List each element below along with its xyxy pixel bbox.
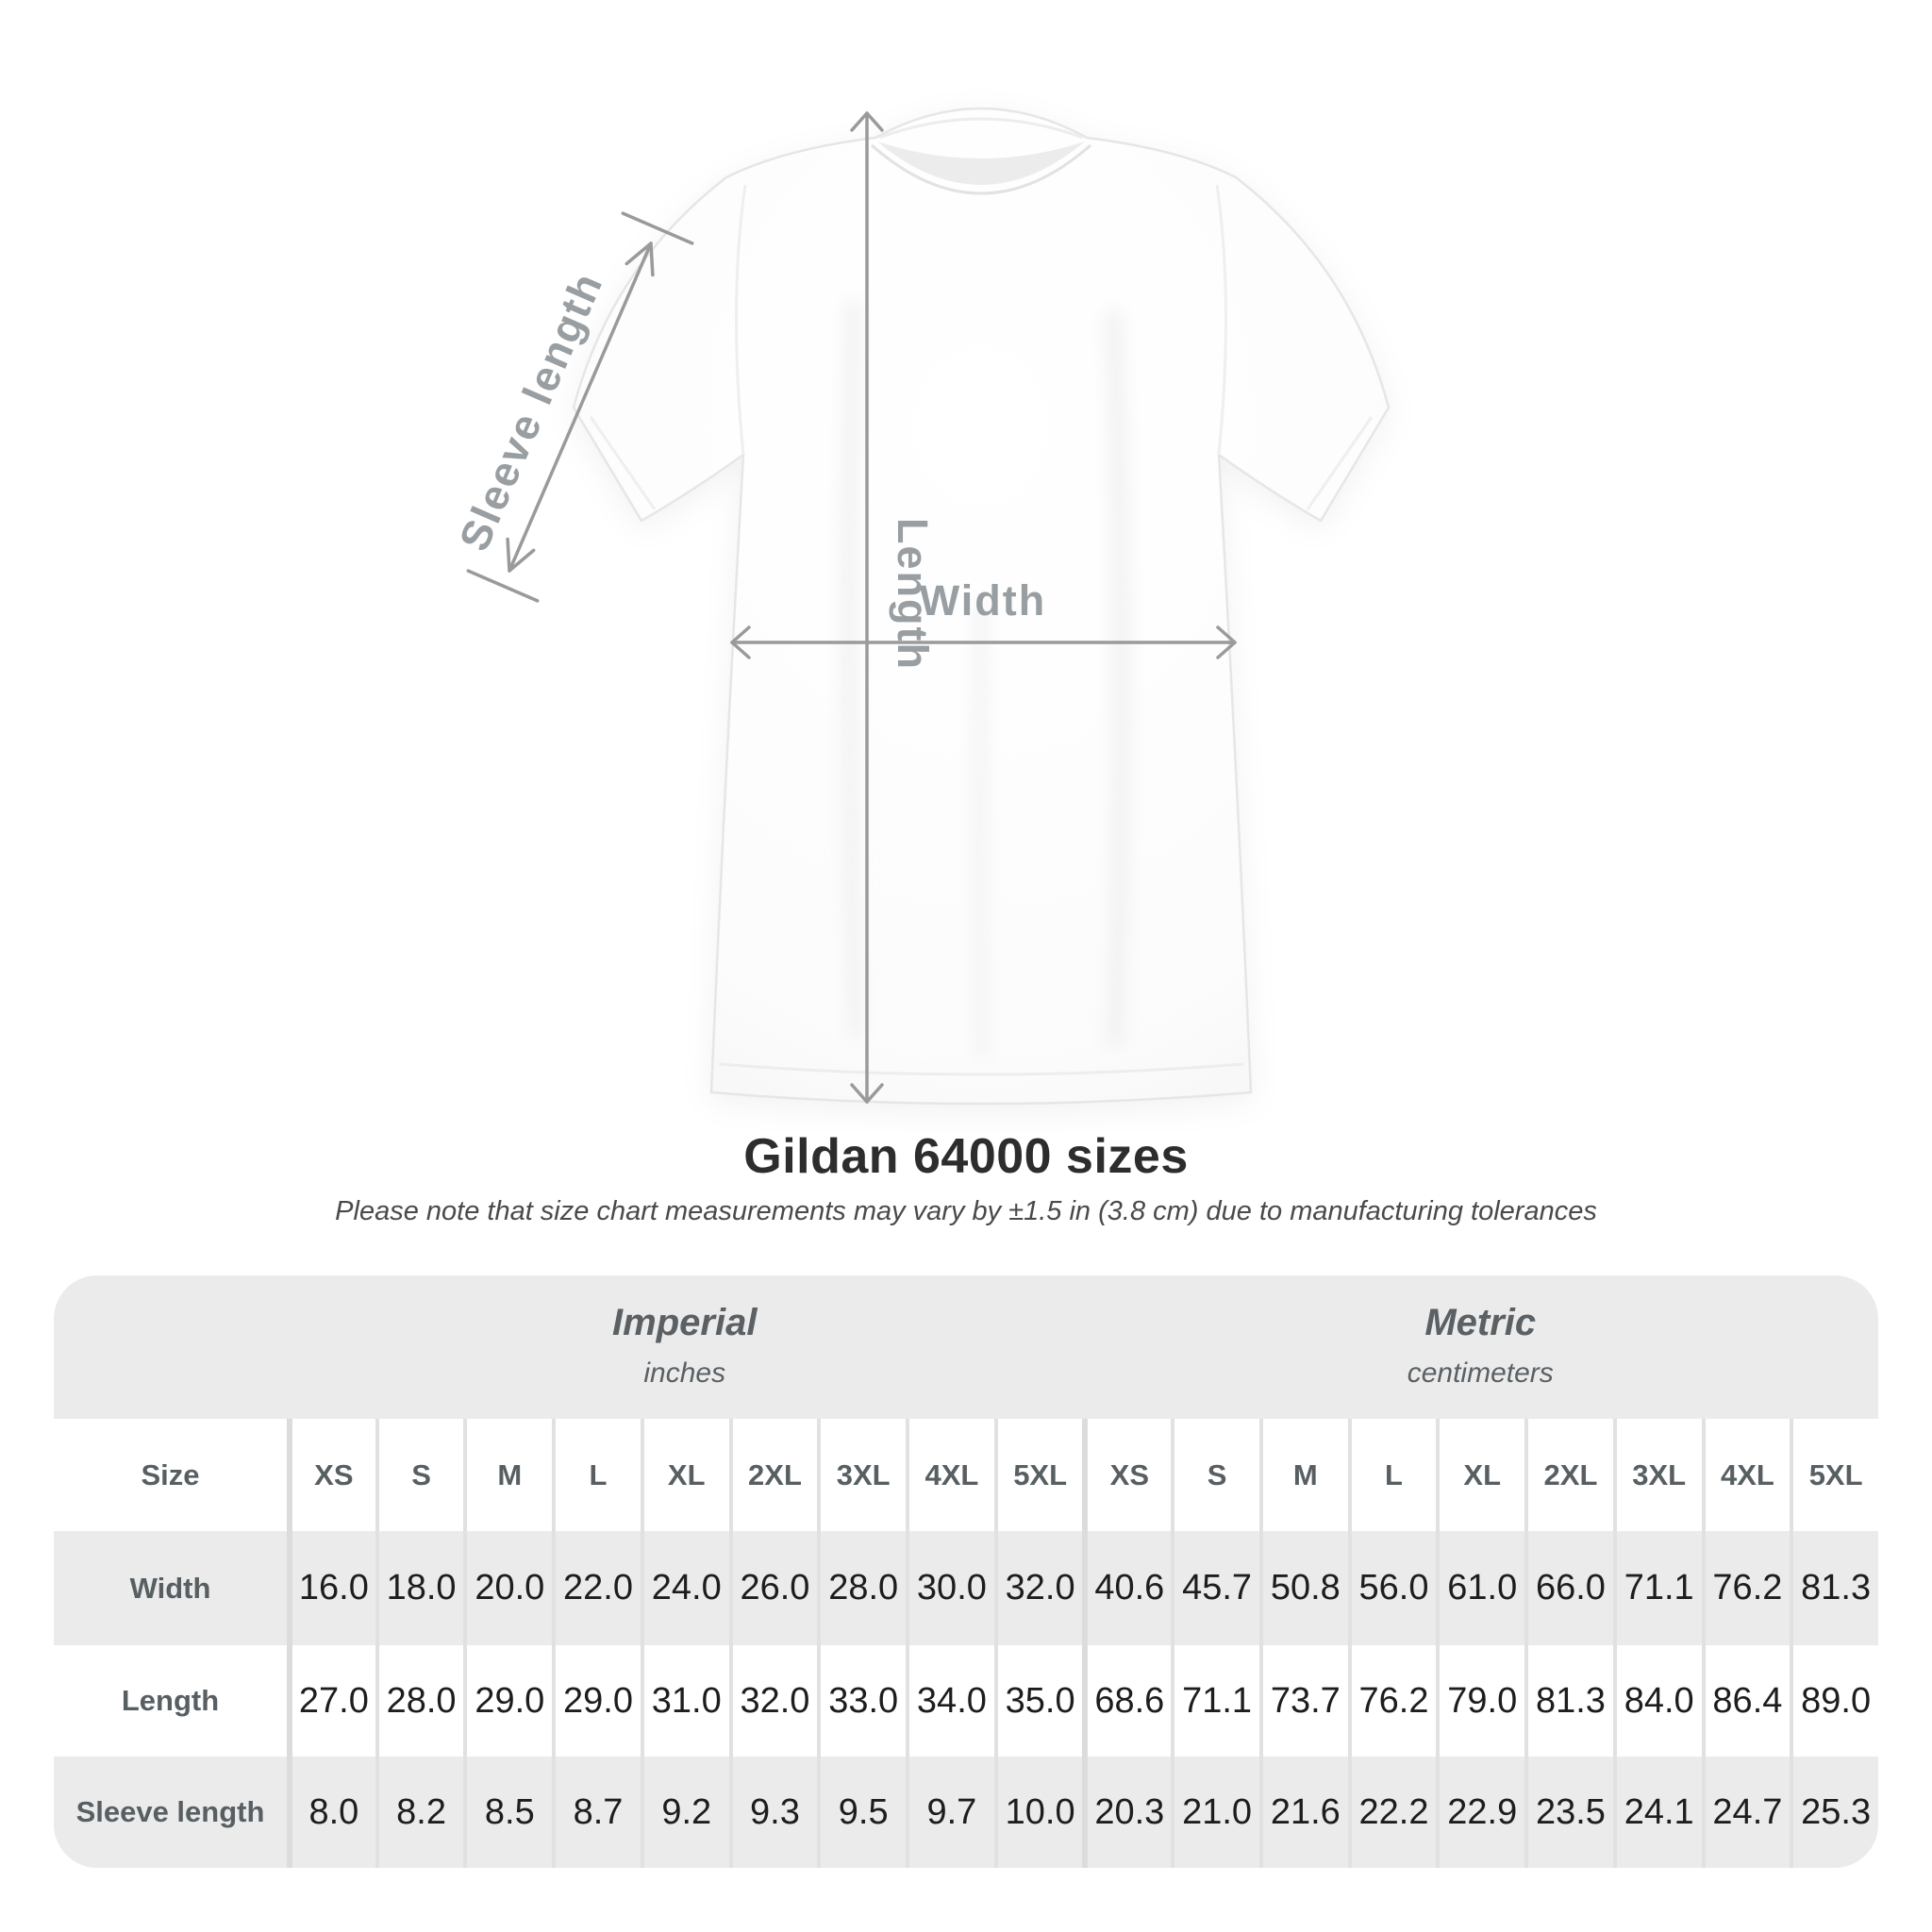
- sleeve-value-cell: 9.5: [817, 1757, 906, 1868]
- sleeve-value-cell: 24.1: [1612, 1757, 1702, 1868]
- width-value-cell: 20.0: [463, 1531, 552, 1645]
- length-value-cell: 31.0: [640, 1645, 729, 1757]
- sleeve-value-cell: 9.3: [728, 1757, 818, 1868]
- width-value-cell: 81.3: [1790, 1531, 1878, 1645]
- size-col-header: 2XL: [1524, 1419, 1613, 1531]
- width-value-cell: 45.7: [1171, 1531, 1259, 1645]
- metric-band-unit: centimeters: [1407, 1357, 1554, 1389]
- tshirt-measurement-diagram: Sleeve length Length Width: [450, 107, 1391, 1106]
- length-value-cell: 68.6: [1082, 1645, 1172, 1757]
- imperial-band-title: Imperial: [612, 1301, 758, 1343]
- width-value-cell: 71.1: [1612, 1531, 1702, 1645]
- length-value-cell: 71.1: [1171, 1645, 1259, 1757]
- length-arrow: [850, 111, 884, 1104]
- length-value-cell: 33.0: [817, 1645, 907, 1757]
- width-value-cell: 26.0: [728, 1531, 818, 1645]
- tshirt-diagram-svg: Sleeve length Length Width: [450, 107, 1391, 1106]
- size-col-header: M: [463, 1419, 553, 1531]
- row-label-width: Width: [129, 1571, 211, 1605]
- length-value-cell: 32.0: [728, 1645, 818, 1757]
- size-col-header: 5XL: [1790, 1419, 1878, 1531]
- width-value-cell: 32.0: [993, 1531, 1083, 1645]
- size-col-header: XL: [640, 1419, 729, 1531]
- width-label: Width: [920, 576, 1047, 625]
- width-value-cell: 22.0: [552, 1531, 641, 1645]
- length-value-cell: 29.0: [463, 1645, 553, 1757]
- size-col-header: L: [552, 1419, 641, 1531]
- sleeve-length-arrow: [466, 211, 694, 603]
- sleeve-value-cell: 9.7: [906, 1757, 994, 1868]
- metric-band-title: Metric: [1424, 1301, 1537, 1343]
- width-value-cell: 56.0: [1347, 1531, 1437, 1645]
- size-table: Imperial inches Metric centimeters Size …: [54, 1275, 1878, 1868]
- sleeve-value-cell: 8.5: [463, 1757, 552, 1868]
- length-label: Length: [889, 518, 937, 671]
- size-corner-label: Size: [54, 1419, 287, 1531]
- imperial-band: Imperial inches: [287, 1275, 1082, 1419]
- imperial-band-unit: inches: [643, 1357, 726, 1389]
- sleeve-value-cell: 8.7: [552, 1757, 641, 1868]
- collar-shadow: [877, 142, 1085, 185]
- row-label-sleeve-length: Sleeve length: [75, 1795, 265, 1828]
- size-col-header: S: [1171, 1419, 1259, 1531]
- sleeve-value-cell: 21.6: [1258, 1757, 1348, 1868]
- page-title: Gildan 64000 sizes: [743, 1129, 1189, 1184]
- length-value-cell: 81.3: [1524, 1645, 1613, 1757]
- sleeve-value-cell: 22.9: [1436, 1757, 1524, 1868]
- size-col-header: XL: [1436, 1419, 1525, 1531]
- sleeve-value-cell: 22.2: [1347, 1757, 1437, 1868]
- width-value-cell: 24.0: [640, 1531, 729, 1645]
- length-value-cell: 35.0: [993, 1645, 1083, 1757]
- sleeve-value-cell: 24.7: [1701, 1757, 1790, 1868]
- sleeve-value-cell: 20.3: [1082, 1757, 1171, 1868]
- size-col-header: XS: [1082, 1419, 1172, 1531]
- row-label-length: Length: [54, 1645, 287, 1757]
- size-col-header: 3XL: [1612, 1419, 1702, 1531]
- size-col-header: 3XL: [817, 1419, 907, 1531]
- width-value-cell: 28.0: [817, 1531, 906, 1645]
- size-col-header: 4XL: [906, 1419, 994, 1531]
- sleeve-value-cell: 10.0: [993, 1757, 1083, 1868]
- length-value-cell: 86.4: [1701, 1645, 1790, 1757]
- sleeve-value-cell: 21.0: [1171, 1757, 1259, 1868]
- width-arrow: [730, 625, 1237, 659]
- sleeve-value-cell: 8.0: [287, 1757, 375, 1868]
- length-value-cell: 89.0: [1790, 1645, 1878, 1757]
- length-value-cell: 76.2: [1347, 1645, 1437, 1757]
- width-value-cell: 18.0: [375, 1531, 464, 1645]
- length-value-cell: 79.0: [1436, 1645, 1525, 1757]
- length-value-cell: 73.7: [1258, 1645, 1348, 1757]
- width-value-cell: 66.0: [1524, 1531, 1613, 1645]
- width-value-cell: 50.8: [1258, 1531, 1348, 1645]
- size-col-header: 5XL: [993, 1419, 1083, 1531]
- width-value-cell: 16.0: [287, 1531, 375, 1645]
- length-value-cell: 34.0: [906, 1645, 994, 1757]
- sleeve-value-cell: 8.2: [375, 1757, 464, 1868]
- tshirt-image: [572, 107, 1391, 1106]
- width-value-cell: 40.6: [1082, 1531, 1171, 1645]
- page-subtitle: Please note that size chart measurements…: [335, 1196, 1597, 1226]
- sleeve-value-cell: 25.3: [1790, 1757, 1878, 1868]
- size-col-header: 4XL: [1701, 1419, 1790, 1531]
- size-col-header: 2XL: [728, 1419, 818, 1531]
- width-value-cell: 30.0: [906, 1531, 994, 1645]
- width-value-cell: 76.2: [1701, 1531, 1790, 1645]
- sleeve-value-cell: 23.5: [1524, 1757, 1613, 1868]
- width-value-cell: 61.0: [1436, 1531, 1524, 1645]
- size-col-header: L: [1347, 1419, 1437, 1531]
- sleeve-value-cell: 9.2: [640, 1757, 729, 1868]
- size-col-header: S: [375, 1419, 464, 1531]
- unit-band-spacer: [54, 1275, 287, 1419]
- length-value-cell: 27.0: [287, 1645, 375, 1757]
- metric-band: Metric centimeters: [1082, 1275, 1878, 1419]
- size-col-header: M: [1258, 1419, 1348, 1531]
- size-col-header: XS: [287, 1419, 375, 1531]
- length-value-cell: 28.0: [375, 1645, 464, 1757]
- length-value-cell: 29.0: [552, 1645, 641, 1757]
- length-value-cell: 84.0: [1612, 1645, 1702, 1757]
